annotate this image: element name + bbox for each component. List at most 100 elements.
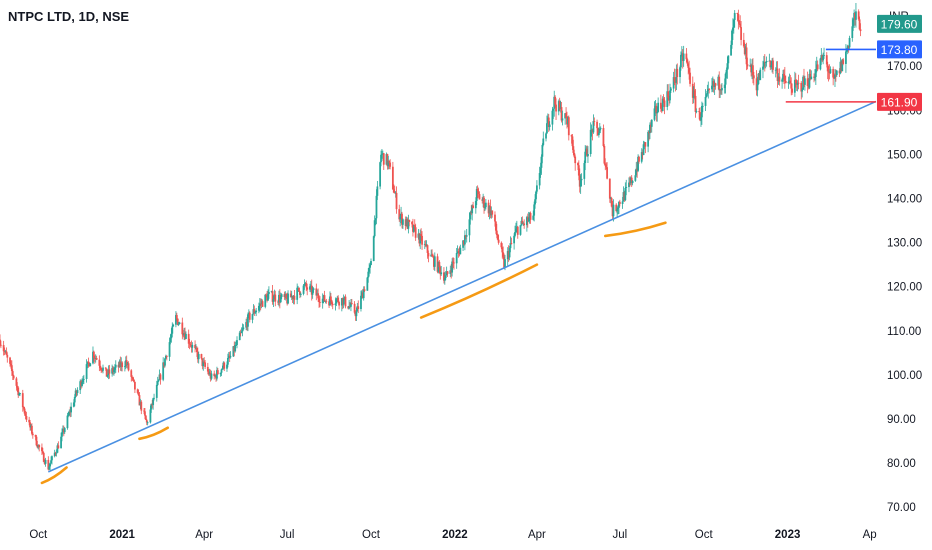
candle-body — [387, 160, 390, 167]
candle — [590, 124, 593, 137]
candle — [726, 56, 729, 79]
candle-body — [634, 175, 637, 181]
candle-body — [731, 30, 733, 45]
candle — [641, 149, 644, 160]
resistance-tag: 173.80 — [877, 40, 922, 59]
candle-body — [341, 298, 344, 305]
candle-body — [329, 296, 332, 301]
candle — [525, 215, 528, 232]
candle-body — [69, 411, 72, 413]
candle-body — [605, 164, 608, 168]
candle-body — [832, 68, 835, 78]
candle-body — [510, 243, 513, 244]
candle — [553, 90, 556, 117]
candle-body — [662, 98, 665, 101]
candle — [784, 75, 787, 84]
candle-body — [35, 436, 38, 446]
candle-body — [355, 311, 358, 317]
candle-body — [412, 225, 415, 232]
candle-body — [516, 226, 519, 235]
candle — [126, 361, 129, 369]
candle-body — [105, 368, 108, 377]
candle-body — [215, 375, 217, 379]
candle — [131, 375, 134, 381]
candle-body — [241, 329, 244, 332]
candle-body — [649, 124, 651, 134]
candle — [682, 45, 685, 67]
candle — [529, 211, 532, 224]
candle — [737, 9, 740, 30]
candle-body — [22, 407, 25, 409]
candle — [273, 289, 276, 300]
candle-body — [579, 180, 582, 187]
candle — [650, 119, 653, 133]
candle-body — [489, 206, 492, 216]
candle — [577, 162, 579, 170]
candle — [688, 60, 691, 80]
candle-body — [546, 117, 549, 124]
x-tick-label: Oct — [362, 529, 381, 541]
candle — [723, 78, 726, 94]
candle-body — [560, 107, 563, 121]
candle-body — [368, 267, 371, 272]
candle-body — [803, 78, 806, 85]
candle-body — [591, 129, 594, 133]
candle — [94, 354, 97, 363]
candle — [814, 69, 816, 81]
candle-body — [30, 425, 32, 428]
candle — [111, 364, 114, 377]
candle-body — [835, 70, 838, 76]
candle — [851, 17, 854, 42]
candle — [82, 376, 84, 385]
candle — [124, 356, 127, 370]
candle — [240, 327, 243, 334]
candle-body — [693, 90, 696, 96]
candle — [827, 66, 830, 82]
candle-body — [42, 452, 45, 462]
candle — [538, 166, 541, 190]
candle-body — [3, 351, 6, 353]
candle — [584, 145, 587, 171]
candle — [731, 29, 733, 49]
candle-body — [711, 85, 713, 90]
candle-body — [621, 201, 624, 204]
candle — [0, 340, 2, 349]
candle-body — [159, 374, 162, 380]
candle — [196, 347, 199, 363]
candle-body — [815, 64, 818, 70]
candle-body — [247, 312, 250, 315]
candle-body — [418, 233, 421, 244]
candle-body — [826, 64, 829, 72]
candle-body — [641, 152, 644, 156]
candle — [686, 57, 689, 66]
candle-body — [61, 432, 63, 437]
candle — [474, 197, 477, 214]
candle — [247, 312, 249, 332]
candle — [421, 231, 423, 250]
candle-body — [698, 111, 701, 113]
candle-body — [752, 65, 754, 76]
candle-body — [98, 359, 101, 366]
candle — [385, 152, 388, 165]
candle-body — [819, 58, 822, 70]
candle — [580, 173, 583, 187]
candle-body — [74, 390, 77, 397]
candle-body — [293, 295, 296, 300]
candle — [833, 73, 835, 79]
candle-body — [388, 160, 391, 163]
candle-body — [226, 357, 229, 365]
x-tick-label: Oct — [29, 529, 48, 541]
candle — [81, 378, 83, 388]
candle-body — [278, 294, 281, 303]
candle — [190, 340, 193, 353]
candle-body — [762, 61, 765, 67]
candle-body — [144, 415, 147, 420]
candle — [200, 353, 203, 360]
candle — [42, 451, 45, 463]
candle — [101, 369, 103, 373]
candle — [478, 191, 481, 200]
candle — [87, 357, 90, 368]
candle-body — [764, 62, 767, 63]
candle-body — [490, 210, 493, 216]
